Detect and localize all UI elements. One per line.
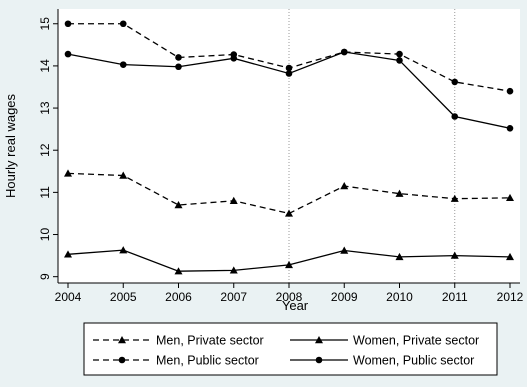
data-point	[174, 201, 183, 209]
y-tick-label: 11	[38, 186, 52, 199]
y-tick-label: 12	[38, 143, 52, 157]
legend-item: Men, Private sector	[93, 334, 264, 348]
data-point	[285, 70, 293, 77]
plot-area	[58, 9, 520, 283]
legend-item: Women, Private sector	[290, 334, 479, 348]
data-point	[119, 171, 128, 179]
legend-label: Men, Private sector	[156, 334, 264, 348]
x-tick-label: 2006	[165, 290, 192, 304]
y-tick-label: 15	[38, 17, 52, 31]
data-point	[395, 252, 404, 261]
x-tick-label: 2005	[110, 290, 137, 304]
data-point	[64, 50, 72, 58]
x-tick-label: 2004	[55, 290, 82, 304]
y-tick-label: 13	[38, 101, 52, 115]
legend-label: Men, Public sector	[156, 354, 259, 368]
data-point	[395, 189, 404, 197]
legend-label: Women, Public sector	[353, 354, 474, 368]
data-point	[340, 182, 349, 190]
data-point	[229, 266, 238, 274]
y-tick-label: 9	[38, 273, 52, 280]
data-point	[396, 50, 403, 58]
legend-box	[83, 322, 498, 376]
x-axis-label: Year	[282, 298, 309, 313]
series-layer	[64, 20, 514, 275]
data-point	[229, 196, 238, 204]
data-point	[119, 61, 127, 68]
x-tick-label: 2010	[386, 290, 413, 304]
y-axis: 9 10 11 12 13 14 15	[38, 9, 59, 283]
data-point	[450, 251, 459, 259]
y-axis-label: Hourly real wages	[3, 93, 18, 198]
data-point	[396, 57, 403, 64]
data-point	[340, 48, 348, 56]
data-point	[64, 169, 72, 177]
data-point	[451, 113, 459, 120]
x-tick-label: 2011	[442, 290, 468, 304]
data-point	[175, 63, 182, 71]
data-point	[340, 246, 349, 254]
data-point	[285, 64, 293, 72]
legend: Men, Private sector Women, Private sector…	[83, 322, 498, 376]
x-tick-label: 2008	[276, 290, 303, 304]
data-point	[285, 260, 293, 269]
legend-label: Women, Private sector	[353, 334, 479, 348]
data-point	[175, 54, 182, 61]
y-tick-label: 10	[38, 228, 52, 242]
x-tick-label: 2007	[220, 290, 247, 304]
series-group	[64, 246, 514, 275]
legend-item: Women, Public sector	[290, 354, 474, 368]
data-point	[451, 78, 459, 86]
data-point	[285, 209, 293, 217]
data-point	[174, 267, 183, 275]
data-point	[506, 87, 514, 95]
legend-marker	[118, 356, 126, 364]
data-point	[506, 124, 514, 132]
data-point	[506, 252, 514, 261]
series-group	[64, 48, 514, 132]
data-point	[64, 250, 72, 258]
reference-lines	[288, 9, 456, 283]
data-point	[230, 55, 238, 62]
data-point	[119, 20, 127, 28]
legend-marker	[315, 356, 323, 364]
legend-item: Men, Public sector	[93, 354, 259, 368]
legend-marker	[118, 336, 126, 344]
legend-marker	[315, 336, 323, 344]
legend-items: Men, Private sector Women, Private sector…	[93, 334, 479, 368]
series-group	[64, 169, 514, 217]
data-point	[506, 193, 514, 202]
data-point	[64, 20, 72, 28]
x-axis: 2004 2005 2006 2007 2008 2009 2010 2011 2012	[55, 282, 524, 304]
y-tick-label: 14	[38, 59, 52, 73]
data-point	[119, 246, 128, 254]
x-tick-label: 2012	[497, 290, 524, 304]
x-tick-label: 2009	[331, 290, 358, 304]
data-point	[450, 194, 459, 202]
